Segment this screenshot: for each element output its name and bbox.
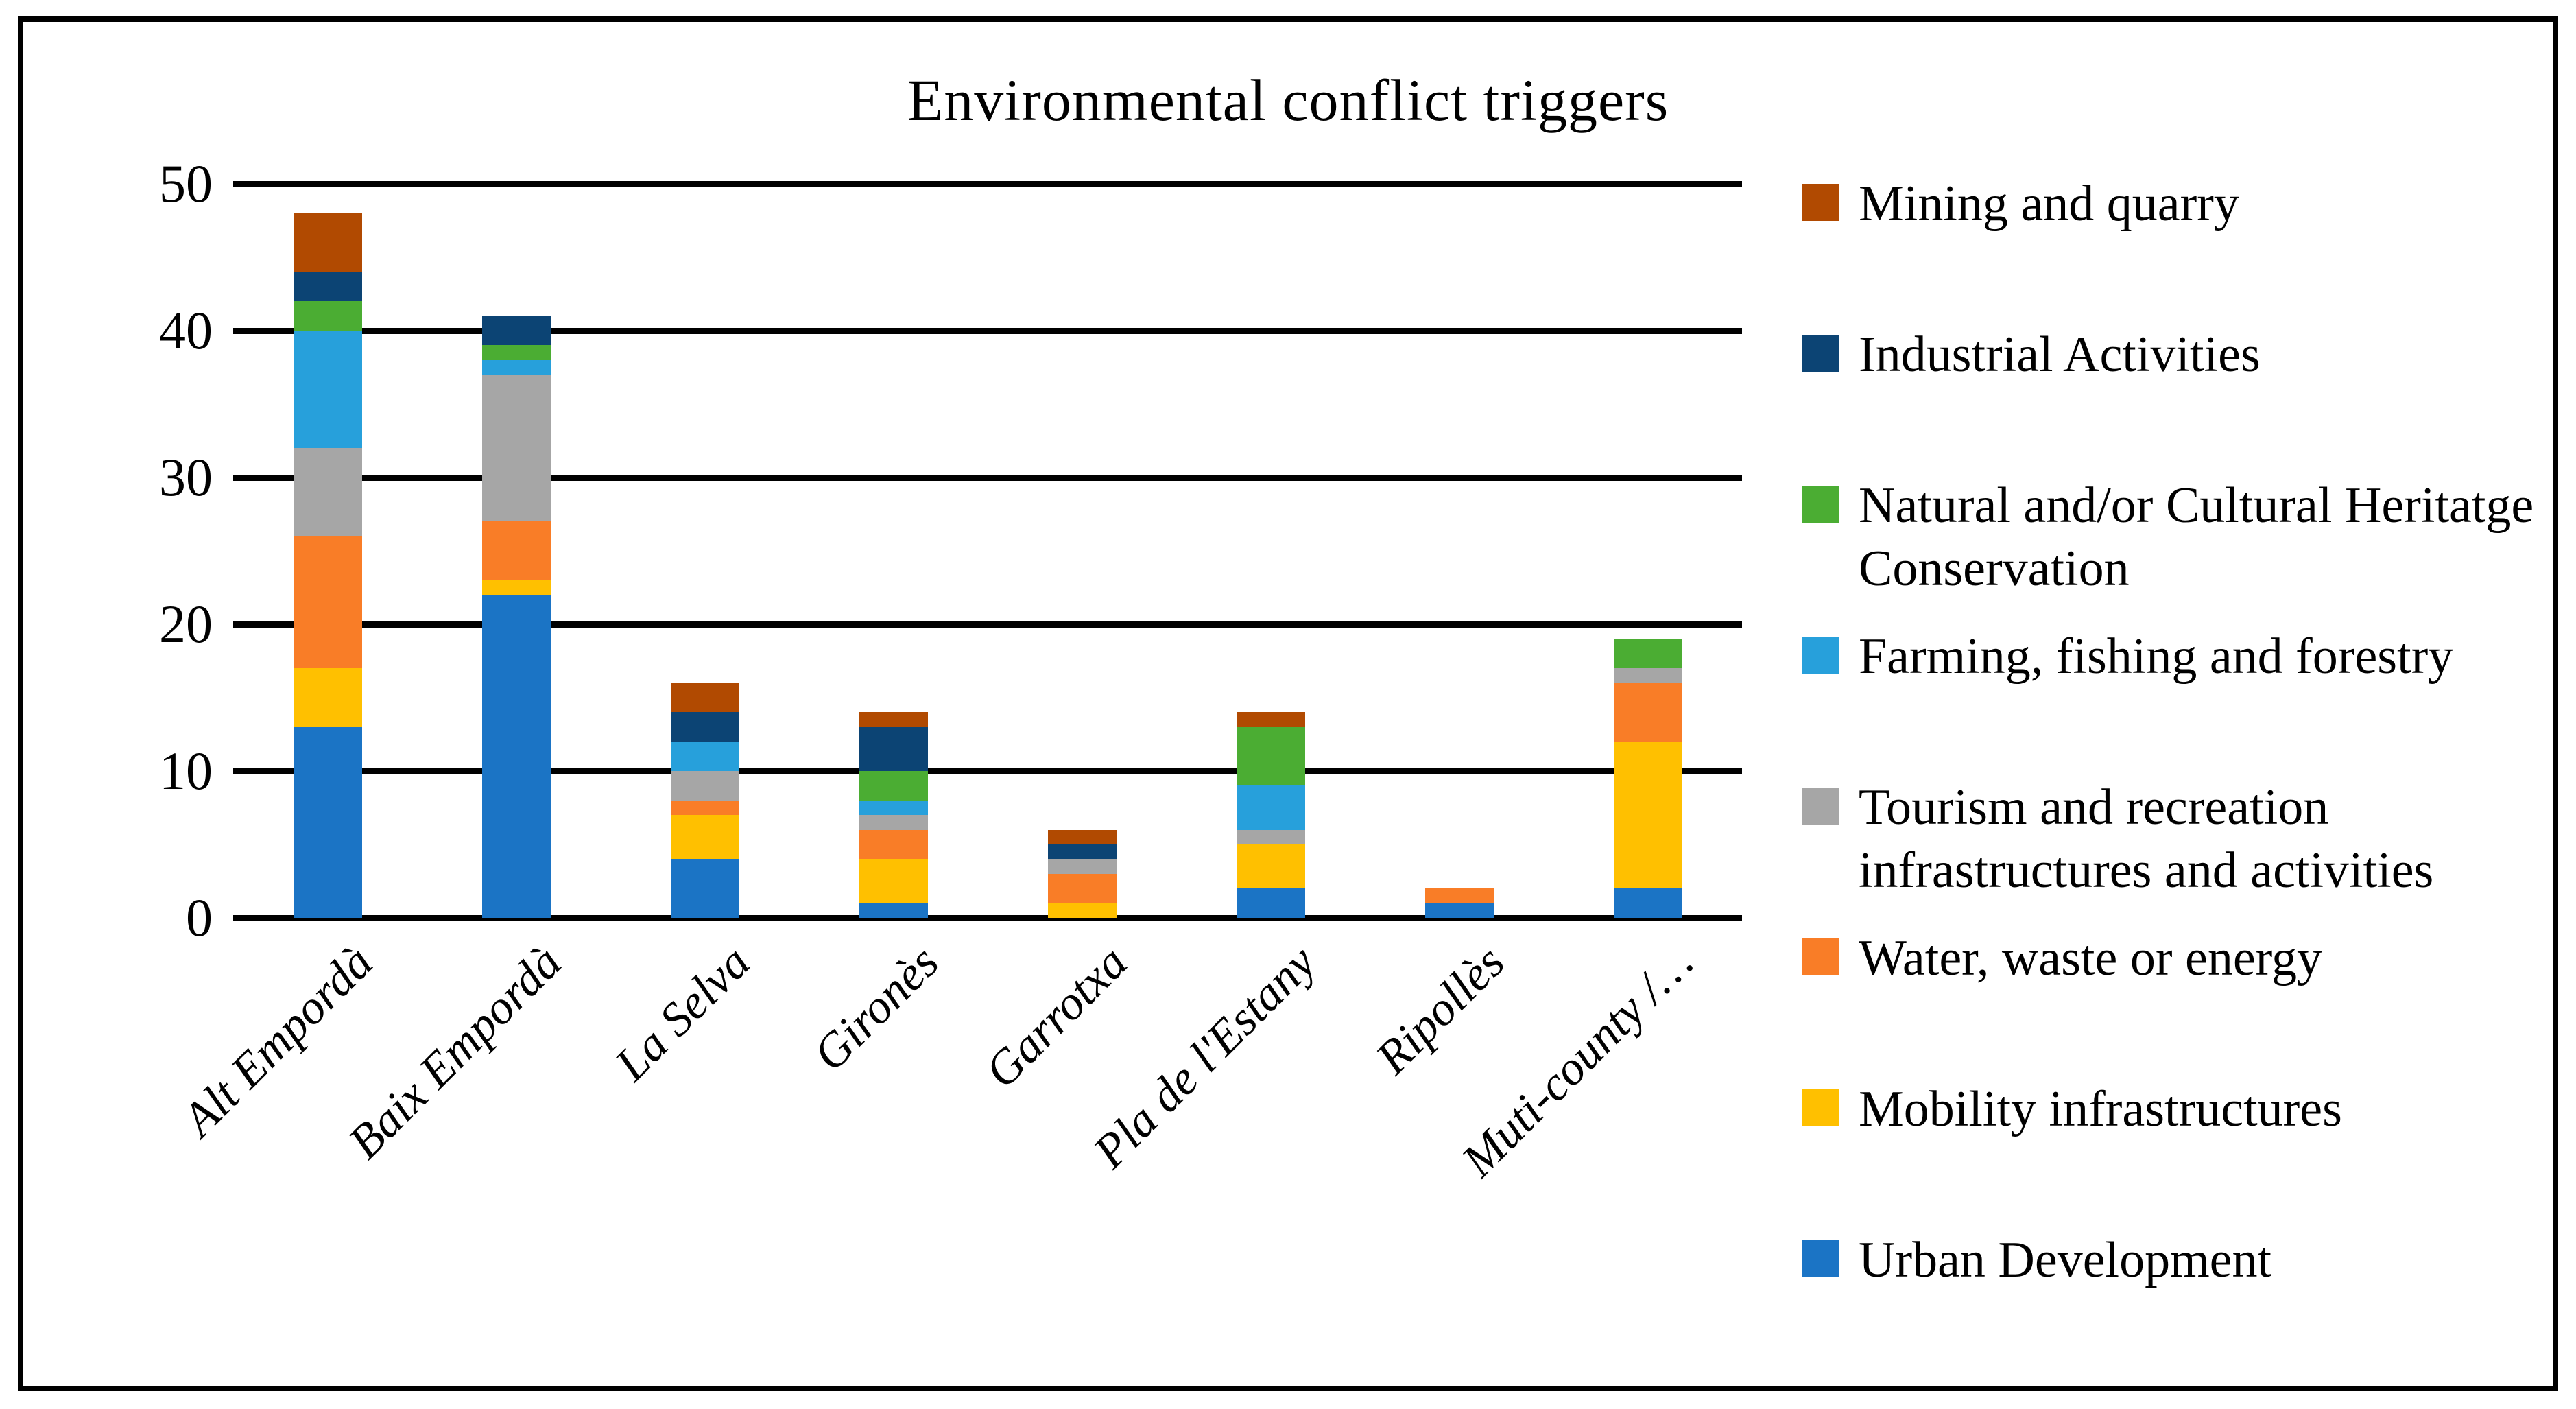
bar-segment (670, 815, 739, 860)
gridline (233, 475, 1742, 481)
bar-segment (1047, 844, 1117, 860)
bar-segment (1613, 888, 1682, 918)
bar-segment (481, 359, 551, 375)
legend-label: Farming, fishing and forestry (1859, 628, 2454, 685)
bar-segment (1424, 888, 1494, 903)
bar (1613, 184, 1682, 918)
legend-label: Urban Development (1859, 1232, 2272, 1288)
bar-segment (1424, 903, 1494, 918)
bar-segment (859, 712, 928, 727)
legend-item: Natural and/or Cultural Heritatge Conser… (1802, 475, 2538, 601)
bar-segment (1236, 726, 1305, 786)
bar-segment (293, 448, 362, 536)
bar-segment (1047, 829, 1117, 844)
y-tick-label: 20 (159, 594, 213, 654)
legend-item: Mobility infrastructures (1802, 1078, 2538, 1141)
bar-segment (1236, 785, 1305, 830)
bar-segment (481, 595, 551, 918)
bar-segment (859, 771, 928, 801)
legend-swatch (1802, 637, 1839, 674)
legend-label: Industrial Activities (1859, 327, 2261, 383)
chart-title: Environmental conflict triggers (907, 67, 1669, 133)
plot-area (233, 181, 1742, 921)
bar-segment (1613, 639, 1682, 669)
bar-segment (859, 903, 928, 918)
legend-item: Water, waste or energy (1802, 927, 2538, 991)
bar-segment (859, 859, 928, 903)
bar-segment (293, 536, 362, 669)
bar-segment (859, 815, 928, 830)
bar-segment (1613, 668, 1682, 683)
bar-segment (481, 316, 551, 346)
bar-segment (859, 726, 928, 771)
legend-swatch (1802, 184, 1839, 221)
figure-frame (18, 16, 2558, 1391)
legend-swatch (1802, 938, 1839, 975)
bar-segment (481, 345, 551, 360)
bar-segment (293, 301, 362, 331)
y-tick-label: 50 (159, 154, 213, 213)
bar-segment (293, 726, 362, 918)
bar-segment (1236, 712, 1305, 727)
bar (1424, 184, 1494, 918)
legend-swatch (1802, 335, 1839, 372)
legend-item: Urban Development (1802, 1229, 2538, 1292)
bar-segment (859, 829, 928, 860)
gridline (233, 181, 1742, 187)
legend-item: Mining and quarry (1802, 173, 2538, 236)
legend-item: Tourism and recreation infrastructures a… (1802, 777, 2538, 903)
bar (1047, 184, 1117, 918)
legend-label: Natural and/or Cultural Heritatge Conser… (1859, 477, 2534, 597)
bar-segment (1047, 859, 1117, 874)
legend-swatch (1802, 1240, 1839, 1277)
legend-swatch (1802, 788, 1839, 825)
legend-label: Water, waste or energy (1859, 930, 2322, 986)
gridline (233, 768, 1742, 774)
bar-segment (481, 580, 551, 595)
legend-label: Tourism and recreation infrastructures a… (1859, 779, 2434, 899)
bar-segment (670, 683, 739, 713)
bar-segment (1236, 829, 1305, 844)
y-tick-label: 0 (186, 888, 213, 947)
legend-label: Mobility infrastructures (1859, 1081, 2342, 1137)
bar-segment (1236, 888, 1305, 918)
legend-label: Mining and quarry (1859, 176, 2239, 232)
bar-segment (481, 375, 551, 522)
bar-segment (1047, 873, 1117, 903)
bar-segment (670, 800, 739, 816)
bar-segment (859, 800, 928, 816)
gridline (233, 328, 1742, 334)
bar-segment (670, 712, 739, 742)
bar-segment (670, 771, 739, 801)
gridline (233, 621, 1742, 628)
legend-swatch (1802, 486, 1839, 523)
bar-segment (481, 521, 551, 580)
bar-segment (293, 668, 362, 727)
bar-segment (1047, 903, 1117, 918)
bar-segment (1236, 844, 1305, 889)
bar-segment (293, 331, 362, 449)
bar-segment (670, 742, 739, 771)
y-tick-label: 30 (159, 447, 213, 507)
bar (670, 184, 739, 918)
bar-segment (293, 213, 362, 272)
y-tick-label: 10 (159, 741, 213, 801)
bar-segment (670, 859, 739, 918)
bar-segment (1613, 683, 1682, 742)
bar (481, 184, 551, 918)
bar (859, 184, 928, 918)
bar (293, 184, 362, 918)
legend-swatch (1802, 1089, 1839, 1126)
bar (1236, 184, 1305, 918)
legend-item: Farming, fishing and forestry (1802, 626, 2538, 689)
legend-item: Industrial Activities (1802, 324, 2538, 387)
bar-segment (293, 272, 362, 302)
gridline (233, 915, 1742, 921)
y-tick-label: 40 (159, 300, 213, 360)
bar-segment (1613, 742, 1682, 889)
